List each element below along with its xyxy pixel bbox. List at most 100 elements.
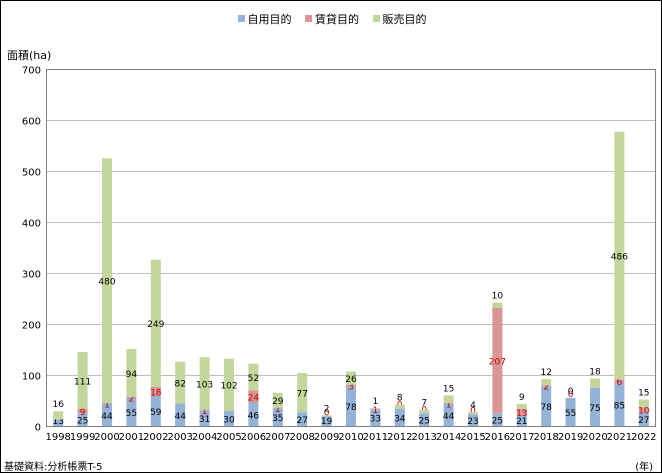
bar-segment [297, 372, 308, 413]
legend-label-own-use: 自用目的 [247, 13, 292, 26]
data-label: 82 [174, 380, 185, 390]
x-tick-label: 2022 [631, 432, 656, 443]
bar-segment [53, 419, 64, 426]
bar-segment [224, 410, 234, 426]
x-tick-label: 2012 [387, 432, 412, 443]
bar-segment [199, 409, 210, 411]
data-label: 25 [418, 417, 429, 427]
bar-segment [175, 403, 186, 426]
bar-segment [321, 416, 332, 426]
data-label: 85 [614, 401, 625, 411]
x-tick-label: 2004 [192, 432, 217, 443]
bar-segment [394, 408, 405, 426]
data-label: 44 [101, 412, 113, 422]
y-tick-label: 0 [35, 423, 41, 434]
bar-segment [638, 412, 649, 426]
bar-segment [541, 386, 552, 426]
data-label: 486 [611, 253, 628, 263]
legend-swatch-rental [305, 15, 312, 22]
bar-segment [492, 413, 503, 426]
data-label: 55 [565, 409, 576, 419]
legend-item-sale: 販売目的 [372, 11, 427, 27]
bar-segment [492, 307, 503, 414]
x-tick-label: 2003 [167, 432, 192, 443]
bar-segment [346, 371, 356, 385]
x-tick-label: 2015 [460, 432, 485, 443]
data-label: 15 [638, 388, 649, 398]
data-label: 0 [470, 406, 476, 416]
data-label: 3 [348, 382, 354, 392]
data-label: 0 [568, 387, 574, 397]
x-tick-label: 2021 [607, 432, 632, 443]
legend: 自用目的 賃貸目的 販売目的 [1, 11, 662, 27]
data-label: 59 [150, 408, 162, 418]
data-label: 13 [516, 409, 527, 419]
data-label: 1 [104, 400, 110, 410]
y-tick-label: 700 [22, 66, 41, 77]
legend-label-rental: 賃貸目的 [315, 13, 359, 26]
data-label: 9 [519, 393, 525, 403]
bar-segment [443, 403, 454, 404]
data-label: 34 [394, 414, 406, 424]
data-label: 103 [196, 380, 213, 390]
data-label: 1 [202, 407, 208, 417]
bar-segment [370, 408, 381, 409]
data-label: 27 [296, 416, 307, 426]
x-tick-label: 2002 [143, 432, 168, 443]
data-label: 1 [373, 397, 379, 407]
bar-segment [541, 385, 552, 387]
bar-segment [272, 408, 283, 426]
bar-segment [77, 413, 88, 426]
data-label: 26 [345, 375, 357, 385]
bar-segment [614, 379, 625, 383]
bar-segment [419, 409, 430, 414]
bar-segment [248, 363, 259, 391]
bar-segment [126, 397, 137, 426]
bar-segment [419, 413, 430, 426]
bar-segment [150, 259, 161, 387]
bar-segment [492, 302, 503, 308]
x-tick-label: 2000 [94, 432, 119, 443]
bar-segment [77, 408, 88, 414]
x-tick-label: 2007 [265, 432, 290, 443]
bar-segment [443, 395, 454, 404]
bar-segment [346, 384, 356, 387]
bar-segment [224, 358, 234, 411]
bar-segment [150, 386, 161, 396]
data-label: 52 [248, 374, 259, 384]
bar-segment [516, 408, 527, 416]
bar-segment [175, 361, 186, 404]
bar-segment [297, 412, 308, 426]
data-label: 25 [492, 417, 503, 427]
x-tick-label: 2011 [363, 432, 388, 443]
bar-segment [370, 409, 381, 426]
data-label: 35 [272, 414, 283, 424]
bar-segment [394, 404, 405, 409]
bar-segment [248, 390, 259, 403]
data-label: 15 [443, 384, 454, 394]
data-label: 1 [275, 405, 281, 415]
data-label: 75 [589, 404, 600, 414]
legend-swatch-sale [372, 15, 380, 22]
x-tick-label: 2016 [485, 432, 510, 443]
data-label: 9 [80, 408, 86, 418]
data-label: 19 [321, 417, 333, 427]
bar-segment [638, 407, 649, 413]
bar-segment [77, 352, 88, 409]
data-label: 480 [98, 278, 115, 288]
bar-segment [321, 415, 332, 417]
data-label: 44 [443, 412, 455, 422]
bar-segment [516, 415, 527, 426]
data-label: 249 [147, 320, 164, 330]
data-label: 102 [220, 382, 237, 392]
x-tick-label: 2005 [216, 432, 241, 443]
data-label: 94 [126, 370, 138, 380]
bar-segment [126, 396, 137, 398]
bar-segment [468, 412, 478, 415]
data-label: 2 [129, 394, 135, 404]
bar-segment [614, 131, 625, 380]
bar-segment [590, 378, 600, 388]
data-label: 77 [296, 390, 307, 400]
data-label: 78 [540, 403, 552, 413]
